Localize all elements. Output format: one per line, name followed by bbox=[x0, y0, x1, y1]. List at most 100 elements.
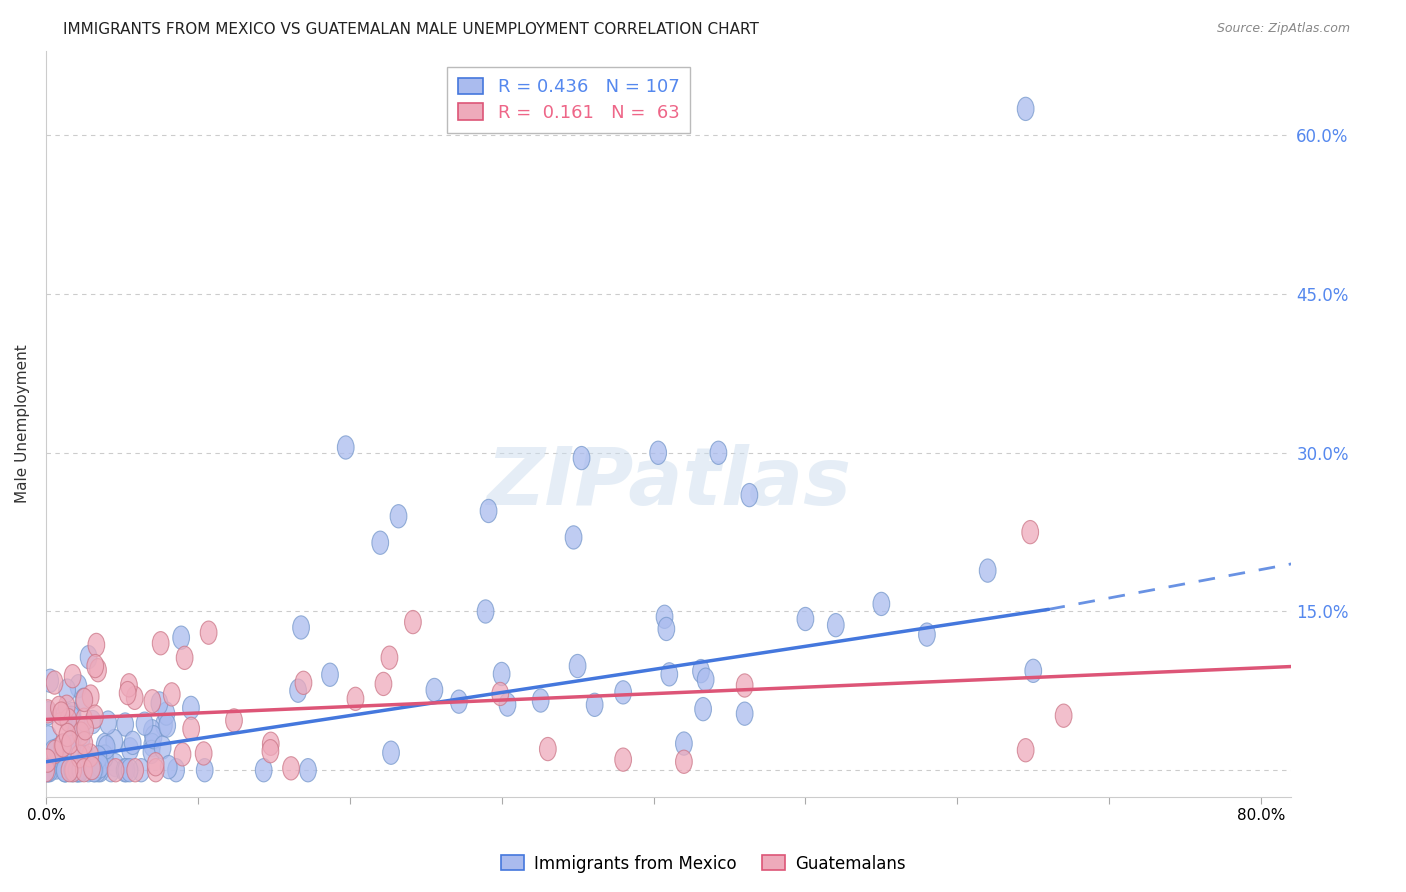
Ellipse shape bbox=[118, 758, 135, 782]
Ellipse shape bbox=[697, 668, 714, 691]
Ellipse shape bbox=[60, 758, 77, 782]
Ellipse shape bbox=[574, 446, 591, 470]
Ellipse shape bbox=[65, 758, 82, 782]
Ellipse shape bbox=[136, 712, 153, 735]
Text: Source: ZipAtlas.com: Source: ZipAtlas.com bbox=[1216, 22, 1350, 36]
Ellipse shape bbox=[450, 690, 467, 714]
Ellipse shape bbox=[69, 758, 84, 782]
Ellipse shape bbox=[290, 679, 307, 702]
Ellipse shape bbox=[103, 758, 120, 782]
Ellipse shape bbox=[45, 739, 62, 764]
Ellipse shape bbox=[256, 758, 271, 782]
Ellipse shape bbox=[77, 716, 94, 740]
Ellipse shape bbox=[39, 749, 56, 772]
Ellipse shape bbox=[39, 702, 56, 725]
Ellipse shape bbox=[65, 702, 80, 725]
Ellipse shape bbox=[156, 714, 173, 737]
Ellipse shape bbox=[565, 525, 582, 549]
Ellipse shape bbox=[49, 739, 65, 762]
Ellipse shape bbox=[200, 621, 217, 644]
Ellipse shape bbox=[737, 673, 754, 698]
Ellipse shape bbox=[1025, 659, 1042, 682]
Ellipse shape bbox=[89, 633, 104, 657]
Ellipse shape bbox=[73, 728, 90, 751]
Ellipse shape bbox=[76, 708, 93, 731]
Ellipse shape bbox=[197, 758, 214, 782]
Ellipse shape bbox=[120, 681, 136, 705]
Ellipse shape bbox=[56, 758, 73, 782]
Ellipse shape bbox=[58, 758, 75, 782]
Ellipse shape bbox=[828, 614, 844, 637]
Ellipse shape bbox=[150, 692, 167, 715]
Ellipse shape bbox=[117, 713, 134, 736]
Ellipse shape bbox=[62, 731, 79, 754]
Ellipse shape bbox=[650, 442, 666, 465]
Ellipse shape bbox=[51, 697, 67, 720]
Ellipse shape bbox=[39, 758, 56, 782]
Text: IMMIGRANTS FROM MEXICO VS GUATEMALAN MALE UNEMPLOYMENT CORRELATION CHART: IMMIGRANTS FROM MEXICO VS GUATEMALAN MAL… bbox=[63, 22, 759, 37]
Ellipse shape bbox=[58, 695, 75, 718]
Ellipse shape bbox=[873, 592, 890, 615]
Ellipse shape bbox=[65, 725, 82, 748]
Ellipse shape bbox=[122, 738, 138, 761]
Ellipse shape bbox=[65, 665, 82, 688]
Ellipse shape bbox=[492, 682, 509, 706]
Ellipse shape bbox=[152, 632, 169, 655]
Ellipse shape bbox=[69, 758, 86, 782]
Ellipse shape bbox=[56, 745, 73, 768]
Ellipse shape bbox=[143, 690, 160, 713]
Ellipse shape bbox=[56, 702, 73, 725]
Ellipse shape bbox=[980, 559, 995, 582]
Ellipse shape bbox=[1056, 704, 1071, 727]
Ellipse shape bbox=[91, 758, 108, 782]
Ellipse shape bbox=[91, 755, 108, 778]
Legend: R = 0.436   N = 107, R =  0.161   N =  63: R = 0.436 N = 107, R = 0.161 N = 63 bbox=[447, 67, 690, 133]
Ellipse shape bbox=[299, 758, 316, 782]
Ellipse shape bbox=[295, 671, 312, 695]
Ellipse shape bbox=[737, 702, 754, 725]
Ellipse shape bbox=[157, 702, 174, 725]
Ellipse shape bbox=[46, 740, 63, 764]
Ellipse shape bbox=[84, 756, 100, 780]
Ellipse shape bbox=[337, 436, 354, 459]
Ellipse shape bbox=[263, 732, 280, 756]
Ellipse shape bbox=[39, 758, 56, 782]
Ellipse shape bbox=[160, 756, 177, 779]
Ellipse shape bbox=[127, 686, 143, 709]
Ellipse shape bbox=[148, 758, 165, 782]
Ellipse shape bbox=[167, 758, 184, 782]
Ellipse shape bbox=[76, 731, 93, 755]
Ellipse shape bbox=[918, 623, 935, 646]
Ellipse shape bbox=[183, 697, 200, 720]
Ellipse shape bbox=[82, 744, 98, 767]
Ellipse shape bbox=[63, 706, 80, 730]
Y-axis label: Male Unemployment: Male Unemployment bbox=[15, 344, 30, 503]
Ellipse shape bbox=[614, 748, 631, 772]
Ellipse shape bbox=[426, 678, 443, 702]
Ellipse shape bbox=[87, 705, 103, 728]
Ellipse shape bbox=[77, 746, 94, 769]
Ellipse shape bbox=[494, 663, 510, 686]
Ellipse shape bbox=[83, 685, 98, 708]
Ellipse shape bbox=[1018, 97, 1033, 120]
Ellipse shape bbox=[53, 702, 70, 725]
Ellipse shape bbox=[80, 758, 97, 782]
Ellipse shape bbox=[1022, 521, 1039, 544]
Ellipse shape bbox=[105, 730, 122, 753]
Ellipse shape bbox=[39, 726, 56, 749]
Ellipse shape bbox=[477, 599, 494, 624]
Ellipse shape bbox=[46, 671, 63, 694]
Ellipse shape bbox=[163, 682, 180, 706]
Ellipse shape bbox=[347, 687, 364, 711]
Ellipse shape bbox=[87, 758, 103, 782]
Ellipse shape bbox=[1018, 739, 1033, 762]
Ellipse shape bbox=[176, 646, 193, 670]
Ellipse shape bbox=[481, 500, 496, 523]
Ellipse shape bbox=[70, 674, 87, 698]
Ellipse shape bbox=[675, 732, 692, 756]
Ellipse shape bbox=[70, 715, 87, 739]
Ellipse shape bbox=[148, 753, 165, 776]
Ellipse shape bbox=[84, 710, 101, 734]
Ellipse shape bbox=[76, 689, 93, 712]
Ellipse shape bbox=[695, 698, 711, 721]
